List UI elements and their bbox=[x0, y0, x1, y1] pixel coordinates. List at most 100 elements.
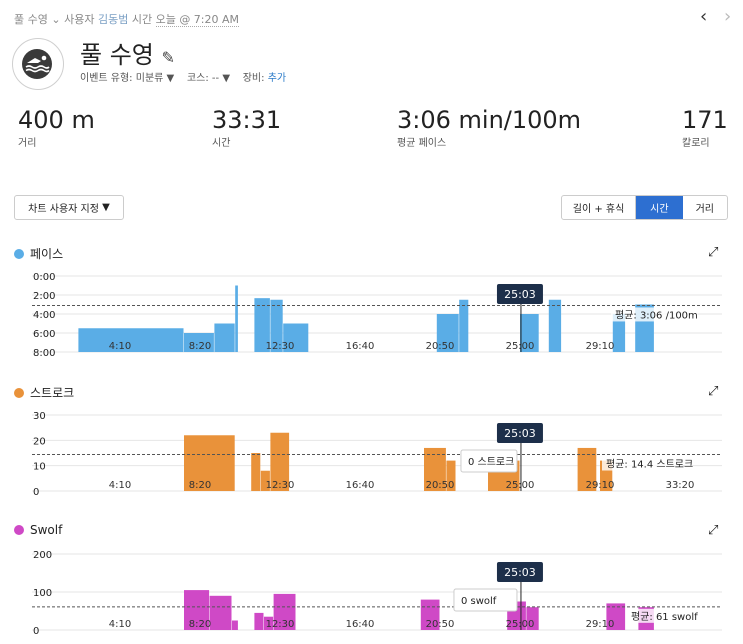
chart-mode-toggle: 길이 + 휴식 시간 거리 bbox=[561, 195, 728, 220]
swolf-x-tick-label: 16:40 bbox=[346, 619, 375, 630]
gear-label: 장비: bbox=[242, 73, 265, 84]
swolf-bar bbox=[264, 616, 274, 630]
stat-distance: 400 m 거리 bbox=[18, 106, 95, 149]
pencil-icon[interactable]: ✎ bbox=[161, 48, 175, 67]
pace-bar bbox=[612, 314, 626, 352]
stroke-bar bbox=[577, 447, 597, 491]
expand-icon[interactable]: ⤢ bbox=[708, 523, 719, 538]
customize-chart-button[interactable]: 차트 사용자 지정 ▼ bbox=[14, 195, 124, 220]
chevron-left-icon[interactable]: ‹ bbox=[700, 6, 708, 27]
title-text: 풀 수영 bbox=[80, 41, 154, 69]
activity-header: 풀 수영 ⌄ 사용자 김동범 시간 오늘 @ 7:20 AM bbox=[14, 11, 240, 27]
stroke-chart-title: 스트로크 bbox=[14, 384, 74, 401]
pace-average-label: 평균: 3:06 /100m bbox=[615, 309, 698, 321]
toggle-length-rest[interactable]: 길이 + 휴식 bbox=[562, 196, 637, 219]
pace-chart-title: 페이스 bbox=[14, 245, 63, 262]
pace-x-tick-label: 20:50 bbox=[426, 341, 455, 352]
stroke-cursor-tooltip bbox=[496, 423, 543, 443]
swolf-average-label: 평균: 61 swolf bbox=[631, 611, 698, 623]
swolf-bar bbox=[526, 607, 539, 630]
swolf-legend-dot bbox=[14, 525, 24, 535]
swolf-average-bg bbox=[627, 608, 702, 623]
pace-x-tick-label: 4:10 bbox=[109, 341, 131, 352]
customize-chart-label: 차트 사용자 지정 bbox=[28, 204, 99, 215]
swolf-x-tick-label: 12:30 bbox=[266, 619, 295, 630]
swolf-chart[interactable]: 200 100 0 4:10 8:20 12:30 16:40 20:50 25:00 29:10… bbox=[0, 540, 743, 638]
stroke-chart[interactable]: 30 20 10 0 4:10 8:20 12:30 16:40 20:50 25:00 29:10… bbox=[0, 401, 743, 499]
toggle-distance[interactable]: 거리 bbox=[695, 204, 714, 215]
swolf-x-tick-label: 8:20 bbox=[189, 619, 211, 630]
stroke-x-tick-label: 4:10 bbox=[109, 480, 131, 491]
event-type-dropdown[interactable]: 미분류 ▼ bbox=[135, 73, 175, 84]
course-label: 코스: bbox=[186, 73, 209, 84]
stroke-x-tick-label: 25:00 bbox=[506, 480, 535, 491]
activity-type-dropdown[interactable]: 풀 수영 ⌄ bbox=[14, 13, 61, 26]
expand-icon[interactable]: ⤢ bbox=[708, 245, 719, 260]
stat-distance-value: 400 m bbox=[18, 106, 95, 134]
pace-bar bbox=[436, 314, 459, 352]
swolf-x-tick-label: 29:10 bbox=[586, 619, 615, 630]
stat-time-value: 33:31 bbox=[212, 106, 282, 134]
pace-chart[interactable]: 0:00 2:00 4:00 6:00 8:00 4:10 8:20 12:30 16:40 20… bbox=[0, 262, 743, 360]
course-value: -- bbox=[211, 73, 220, 84]
chevron-right-icon[interactable]: › bbox=[724, 6, 732, 27]
stroke-chart-name: 스트로크 bbox=[30, 386, 75, 400]
swolf-hover-value: 0 swolf bbox=[461, 596, 497, 607]
stroke-bar bbox=[446, 460, 456, 491]
swimmer-icon bbox=[12, 38, 64, 90]
pace-bar bbox=[214, 323, 235, 352]
stat-calories: 171 칼로리 bbox=[682, 106, 728, 149]
stroke-bar bbox=[270, 432, 290, 491]
swolf-bar bbox=[184, 590, 210, 630]
expand-icon[interactable]: ⤢ bbox=[708, 384, 719, 399]
stroke-average-bg bbox=[602, 456, 683, 471]
toggle-time[interactable]: 시간 bbox=[636, 196, 683, 219]
add-gear-link[interactable]: 추가 bbox=[267, 73, 287, 84]
time-value[interactable]: 오늘 @ 7:20 AM bbox=[155, 13, 240, 27]
swolf-bar bbox=[273, 593, 296, 630]
stat-distance-label: 거리 bbox=[18, 138, 37, 149]
swolf-bar bbox=[254, 612, 264, 630]
stat-pace: 3:06 min/100m 평균 페이스 bbox=[397, 106, 581, 149]
swolf-hover-tooltip bbox=[453, 588, 518, 612]
time-prefix: 시간 bbox=[131, 13, 153, 26]
stroke-bar bbox=[424, 447, 446, 491]
swolf-chart-name: Swolf bbox=[30, 523, 63, 537]
stroke-x-tick-label: 8:20 bbox=[189, 480, 211, 491]
pace-bar bbox=[184, 333, 214, 352]
stroke-hover-tooltip bbox=[460, 449, 518, 473]
stroke-x-tick-label: 12:30 bbox=[266, 480, 295, 491]
stroke-y-tick-label: 10 bbox=[33, 462, 46, 473]
stat-time: 33:31 시간 bbox=[212, 106, 281, 149]
swolf-bar bbox=[606, 603, 626, 630]
pace-y-tick-label: 0:00 bbox=[33, 272, 55, 283]
stroke-bar bbox=[251, 453, 261, 491]
pace-cursor-time: 25:03 bbox=[504, 288, 536, 301]
course-dropdown[interactable]: -- ▼ bbox=[211, 73, 231, 84]
pace-bar bbox=[78, 328, 184, 352]
stroke-average-label: 평균: 14.4 스트로크 bbox=[606, 459, 693, 471]
stroke-y-tick-label: 0 bbox=[33, 487, 39, 498]
pace-legend-dot bbox=[14, 248, 24, 259]
pace-average-bg bbox=[611, 307, 698, 322]
swolf-bar bbox=[209, 595, 232, 630]
stroke-hover-value: 0 스트로크 bbox=[468, 456, 514, 468]
stroke-x-tick-label: 33:20 bbox=[666, 480, 695, 491]
stroke-legend-dot bbox=[14, 387, 24, 398]
activity-type-label: 풀 수영 bbox=[14, 13, 48, 26]
pace-x-tick-label: 12:30 bbox=[266, 341, 295, 352]
user-name-link[interactable]: 김동범 bbox=[97, 13, 129, 26]
stat-time-label: 시간 bbox=[212, 138, 231, 149]
swolf-y-tick-label: 0 bbox=[33, 626, 39, 637]
pace-y-tick-label: 2:00 bbox=[33, 291, 55, 302]
device-label: 사용자 bbox=[64, 13, 95, 26]
event-type-label: 이벤트 유형: bbox=[80, 73, 133, 84]
stat-calories-value: 171 bbox=[682, 106, 728, 134]
event-type-value: 미분류 bbox=[135, 73, 164, 84]
swolf-y-tick-label: 100 bbox=[33, 588, 52, 599]
stroke-x-tick-label: 16:40 bbox=[346, 480, 375, 491]
stat-calories-label: 칼로리 bbox=[682, 138, 710, 149]
swolf-y-tick-label: 200 bbox=[33, 550, 52, 561]
stroke-cursor-time: 25:03 bbox=[504, 427, 536, 440]
activity-meta: 이벤트 유형: 미분류 ▼ 코스: -- ▼ 장비: 추가 bbox=[80, 69, 286, 84]
